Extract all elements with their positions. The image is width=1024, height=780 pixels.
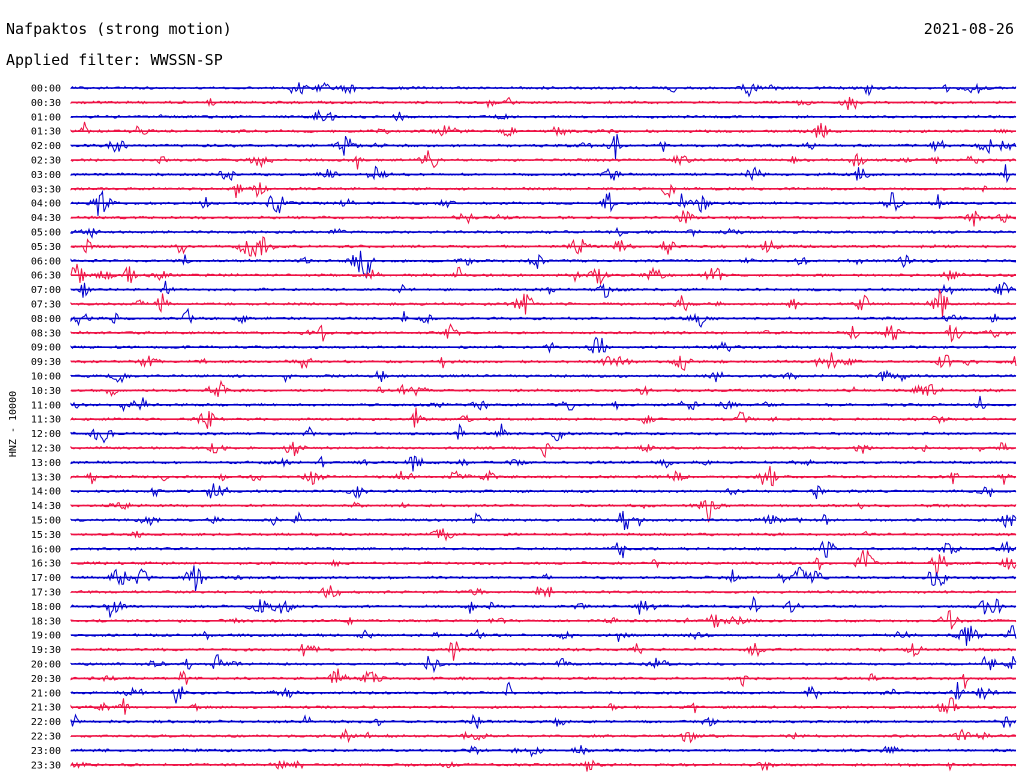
- trace-line: [70, 759, 1017, 772]
- trace-line: [70, 182, 1017, 199]
- trace-line: [70, 108, 1017, 122]
- trace-line: [70, 455, 1017, 472]
- row-time-label: 16:30: [31, 559, 61, 570]
- row-time-label: 19:00: [31, 631, 61, 642]
- row-time-label: 14:00: [31, 487, 61, 498]
- row-time-label: 10:00: [31, 372, 61, 383]
- row-time-label: 00:30: [31, 98, 61, 109]
- row-time-label: 02:30: [31, 156, 61, 167]
- row-time-label: 21:00: [31, 688, 61, 699]
- row-time-label: 17:30: [31, 588, 61, 599]
- row-time-label: 01:00: [31, 112, 61, 123]
- trace-line: [70, 407, 1017, 429]
- row-time-label: 14:30: [31, 501, 61, 512]
- trace-line: [70, 96, 1017, 111]
- trace-line: [70, 336, 1017, 354]
- row-time-label: 22:30: [31, 732, 61, 743]
- row-time-label: 19:30: [31, 645, 61, 656]
- row-time-label: 04:00: [31, 199, 61, 210]
- trace-line: [70, 697, 1017, 715]
- chart-date: 2021-08-26: [923, 20, 1014, 38]
- row-time-label: 23:00: [31, 746, 61, 757]
- y-axis-label: HNZ - 10000: [8, 391, 19, 457]
- trace-line: [70, 441, 1017, 459]
- row-time-label: 03:30: [31, 184, 61, 195]
- row-time-label: 16:00: [31, 544, 61, 555]
- row-time-label: 11:00: [31, 400, 61, 411]
- trace-line: [70, 540, 1017, 559]
- row-time-label: 02:00: [31, 141, 61, 152]
- row-time-label: 20:00: [31, 660, 61, 671]
- traces-group: 00:00 00:30 01:00 01:30 02:00 02:30 03:00 03:30…: [31, 81, 1017, 772]
- row-time-label: 08:00: [31, 314, 61, 325]
- row-time-label: 09:30: [31, 357, 61, 368]
- row-time-label: 07:30: [31, 300, 61, 311]
- trace-line: [70, 465, 1017, 487]
- row-time-label: 10:30: [31, 386, 61, 397]
- trace-line: [70, 164, 1017, 184]
- trace-line: [70, 641, 1016, 661]
- row-time-label: 18:30: [31, 616, 61, 627]
- row-time-label: 18:00: [31, 602, 61, 613]
- trace-line: [70, 134, 1017, 160]
- row-time-label: 09:00: [31, 343, 61, 354]
- trace-line: [70, 395, 1017, 413]
- row-time-label: 23:30: [31, 760, 61, 771]
- row-time-label: 15:30: [31, 530, 61, 541]
- row-time-label: 05:30: [31, 242, 61, 253]
- row-time-label: 13:30: [31, 472, 61, 483]
- trace-line: [70, 379, 1017, 397]
- row-time-label: 05:00: [31, 228, 61, 239]
- row-time-label: 03:00: [31, 170, 61, 181]
- row-time-label: 15:00: [31, 516, 61, 527]
- row-time-label: 04:30: [31, 213, 61, 224]
- row-time-label: 00:00: [31, 84, 61, 95]
- row-time-label: 06:00: [31, 256, 61, 267]
- row-time-label: 12:00: [31, 429, 61, 440]
- trace-line: [70, 263, 1017, 286]
- trace-line: [70, 654, 1017, 674]
- trace-line: [70, 499, 1017, 523]
- row-time-label: 01:30: [31, 127, 61, 138]
- filter-label: Applied filter: WWSSN-SP: [6, 51, 223, 69]
- row-time-label: 07:00: [31, 285, 61, 296]
- row-time-label: 13:00: [31, 458, 61, 469]
- row-time-label: 22:00: [31, 717, 61, 728]
- row-time-label: 08:30: [31, 328, 61, 339]
- trace-line: [70, 81, 1017, 98]
- trace-line: [70, 210, 1017, 227]
- trace-line: [70, 121, 1017, 139]
- row-time-label: 17:00: [31, 573, 61, 584]
- trace-line: [70, 595, 1017, 618]
- chart-title: Nafpaktos (strong motion): [6, 20, 232, 38]
- row-time-label: 06:30: [31, 271, 61, 282]
- row-time-label: 20:30: [31, 674, 61, 685]
- row-time-label: 21:30: [31, 703, 61, 714]
- row-time-label: 11:30: [31, 415, 61, 426]
- trace-line: [70, 609, 1017, 630]
- row-time-label: 12:30: [31, 444, 61, 455]
